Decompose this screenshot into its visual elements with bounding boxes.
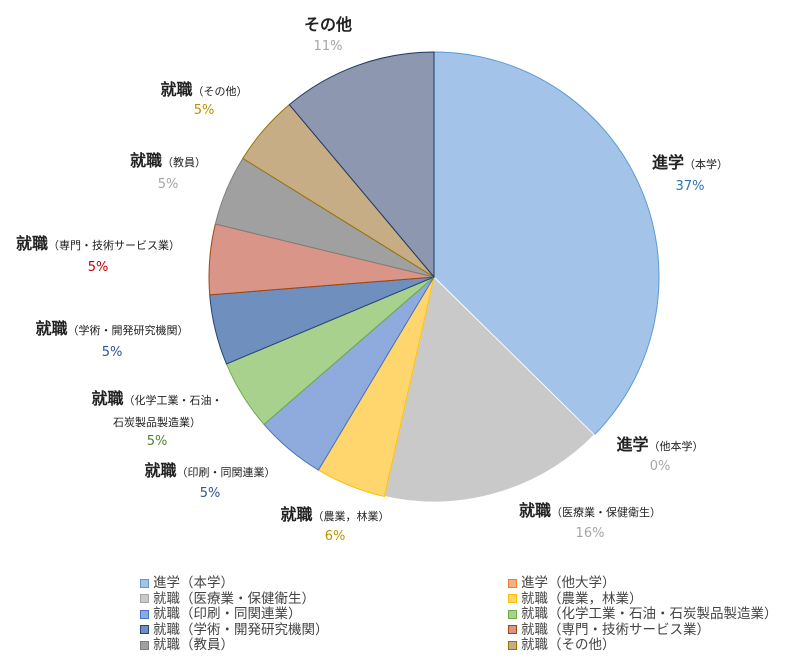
slice-pct-gakujutsu: 5%: [102, 345, 123, 360]
legend-swatch: [508, 625, 517, 634]
slice-label-sub2-kagaku: 石炭製品製造業）: [113, 415, 201, 429]
slice-label-main: 就職: [91, 389, 123, 408]
slice-pct-tadai: 0%: [650, 459, 671, 474]
chart-legend: 進学（本学） 進学（他大学） 就職（医療業・保健衛生） 就職（農業，林業） 就職（印刷・…: [0, 572, 800, 667]
legend-label: 就職（教員）: [153, 637, 234, 653]
legend-item: 進学（本学）: [140, 575, 234, 591]
pie-slice-iryo: [383, 276, 596, 503]
slice-label-main: 就職: [144, 461, 176, 480]
legend-label: 就職（農業，林業）: [521, 590, 643, 607]
legend-label: 就職（専門・技術サービス業）: [521, 621, 710, 638]
slice-label-sub: （教員）: [162, 156, 206, 169]
slice-label-main: その他: [304, 15, 352, 34]
pie-slices: [208, 51, 660, 503]
pie-slice-honshin: [433, 51, 660, 436]
legend-label: 就職（その他）: [521, 637, 616, 653]
slice-label-sub: （その他）: [193, 85, 248, 98]
legend-item: 就職（医療業・保健衛生）: [140, 591, 315, 607]
slice-label-tadai: 進学（他本学）: [616, 435, 703, 454]
slice-label-main: 就職: [35, 319, 67, 338]
legend-swatch: [140, 625, 149, 634]
slice-label-main: 就職: [16, 234, 48, 253]
legend-item: 就職（その他）: [508, 637, 616, 653]
slice-label-sonota_shu: 就職（その他）: [160, 80, 247, 99]
legend-swatch: [508, 640, 517, 650]
legend-label: 就職（印刷・同関連業）: [153, 606, 302, 622]
slice-label-kyoin: 就職（教員）: [130, 151, 206, 170]
legend-item: 就職（学術・開発研究機関）: [140, 622, 329, 638]
slice-label-sonota: その他: [304, 15, 352, 34]
legend-item: 進学（他大学）: [508, 575, 616, 591]
legend-label: 就職（学術・開発研究機関）: [153, 621, 329, 638]
legend-label: 就職（化学工業・石油・石炭製品製造業）: [521, 606, 778, 622]
legend-item: 就職（教員）: [140, 637, 234, 653]
slice-label-main: 進学: [652, 153, 684, 172]
slice-pct-nogyo: 6%: [325, 529, 346, 544]
legend-label: 進学（本学）: [153, 575, 234, 591]
legend-item: 就職（専門・技術サービス業）: [508, 622, 710, 638]
legend-swatch: [140, 640, 149, 650]
slice-label-nogyo: 就職（農業，林業）: [280, 505, 389, 524]
slice-label-gakujutsu: 就職（学術・開発研究機関）: [35, 319, 188, 338]
slice-label-insatsu: 就職（印刷・同関連業）: [144, 461, 275, 480]
slice-label-sub: （医療業・保健衛生）: [551, 505, 661, 519]
pie-slice-sonota: [288, 51, 435, 279]
slice-pct-senmon: 5%: [88, 260, 109, 275]
slice-pct-honshin: 37%: [676, 179, 705, 194]
legend-item: 就職（化学工業・石油・石炭製品製造業）: [508, 606, 778, 622]
legend-swatch: [140, 594, 149, 603]
legend-swatch: [508, 609, 517, 619]
slice-label-sub: （学術・開発研究機関）: [68, 323, 189, 337]
slice-label-honshin: 進学（本学）: [652, 153, 728, 172]
slice-label-main: 進学: [616, 435, 648, 454]
slice-label-sub: （本学）: [684, 157, 728, 171]
slice-label-main: 就職: [519, 501, 551, 520]
slice-label-main: 就職: [280, 505, 312, 524]
slice-label-main: 就職: [130, 151, 162, 170]
legend-swatch: [140, 578, 149, 588]
slice-label-kagaku: 就職（化学工業・石油・: [91, 389, 222, 408]
slice-label-iryo: 就職（医療業・保健衛生）: [519, 501, 661, 520]
slice-pct-iryo: 16%: [576, 526, 605, 541]
slice-label-main: 就職: [160, 80, 192, 99]
slice-label-sub: （印刷・同関連業）: [177, 465, 276, 479]
slice-pct-sonota_shu: 5%: [194, 103, 215, 118]
slice-pct-insatsu: 5%: [200, 486, 221, 501]
legend-item: 就職（印刷・同関連業）: [140, 606, 302, 622]
slice-label-sub: （他本学）: [649, 439, 704, 453]
slice-label-sub: （化学工業・石油・: [124, 393, 223, 407]
slice-label-sub: （農業，林業）: [313, 509, 390, 523]
legend-label: 就職（医療業・保健衛生）: [153, 590, 315, 607]
slice-pct-kyoin: 5%: [158, 177, 179, 192]
legend-swatch: [140, 609, 149, 619]
slice-labels: 進学（本学）37%進学（他本学）0%就職（医療業・保健衛生）16%就職（農業，林…: [16, 15, 728, 544]
slice-label-sub: （専門・技術サービス業）: [48, 239, 180, 252]
slice-pct-sonota: 11%: [314, 39, 343, 54]
slice-pct-kagaku: 5%: [147, 434, 168, 449]
legend-swatch: [508, 594, 517, 603]
slice-label-senmon: 就職（専門・技術サービス業）: [16, 234, 180, 253]
legend-swatch: [508, 578, 517, 588]
legend-label: 進学（他大学）: [521, 575, 616, 591]
legend-item: 就職（農業，林業）: [508, 591, 643, 607]
